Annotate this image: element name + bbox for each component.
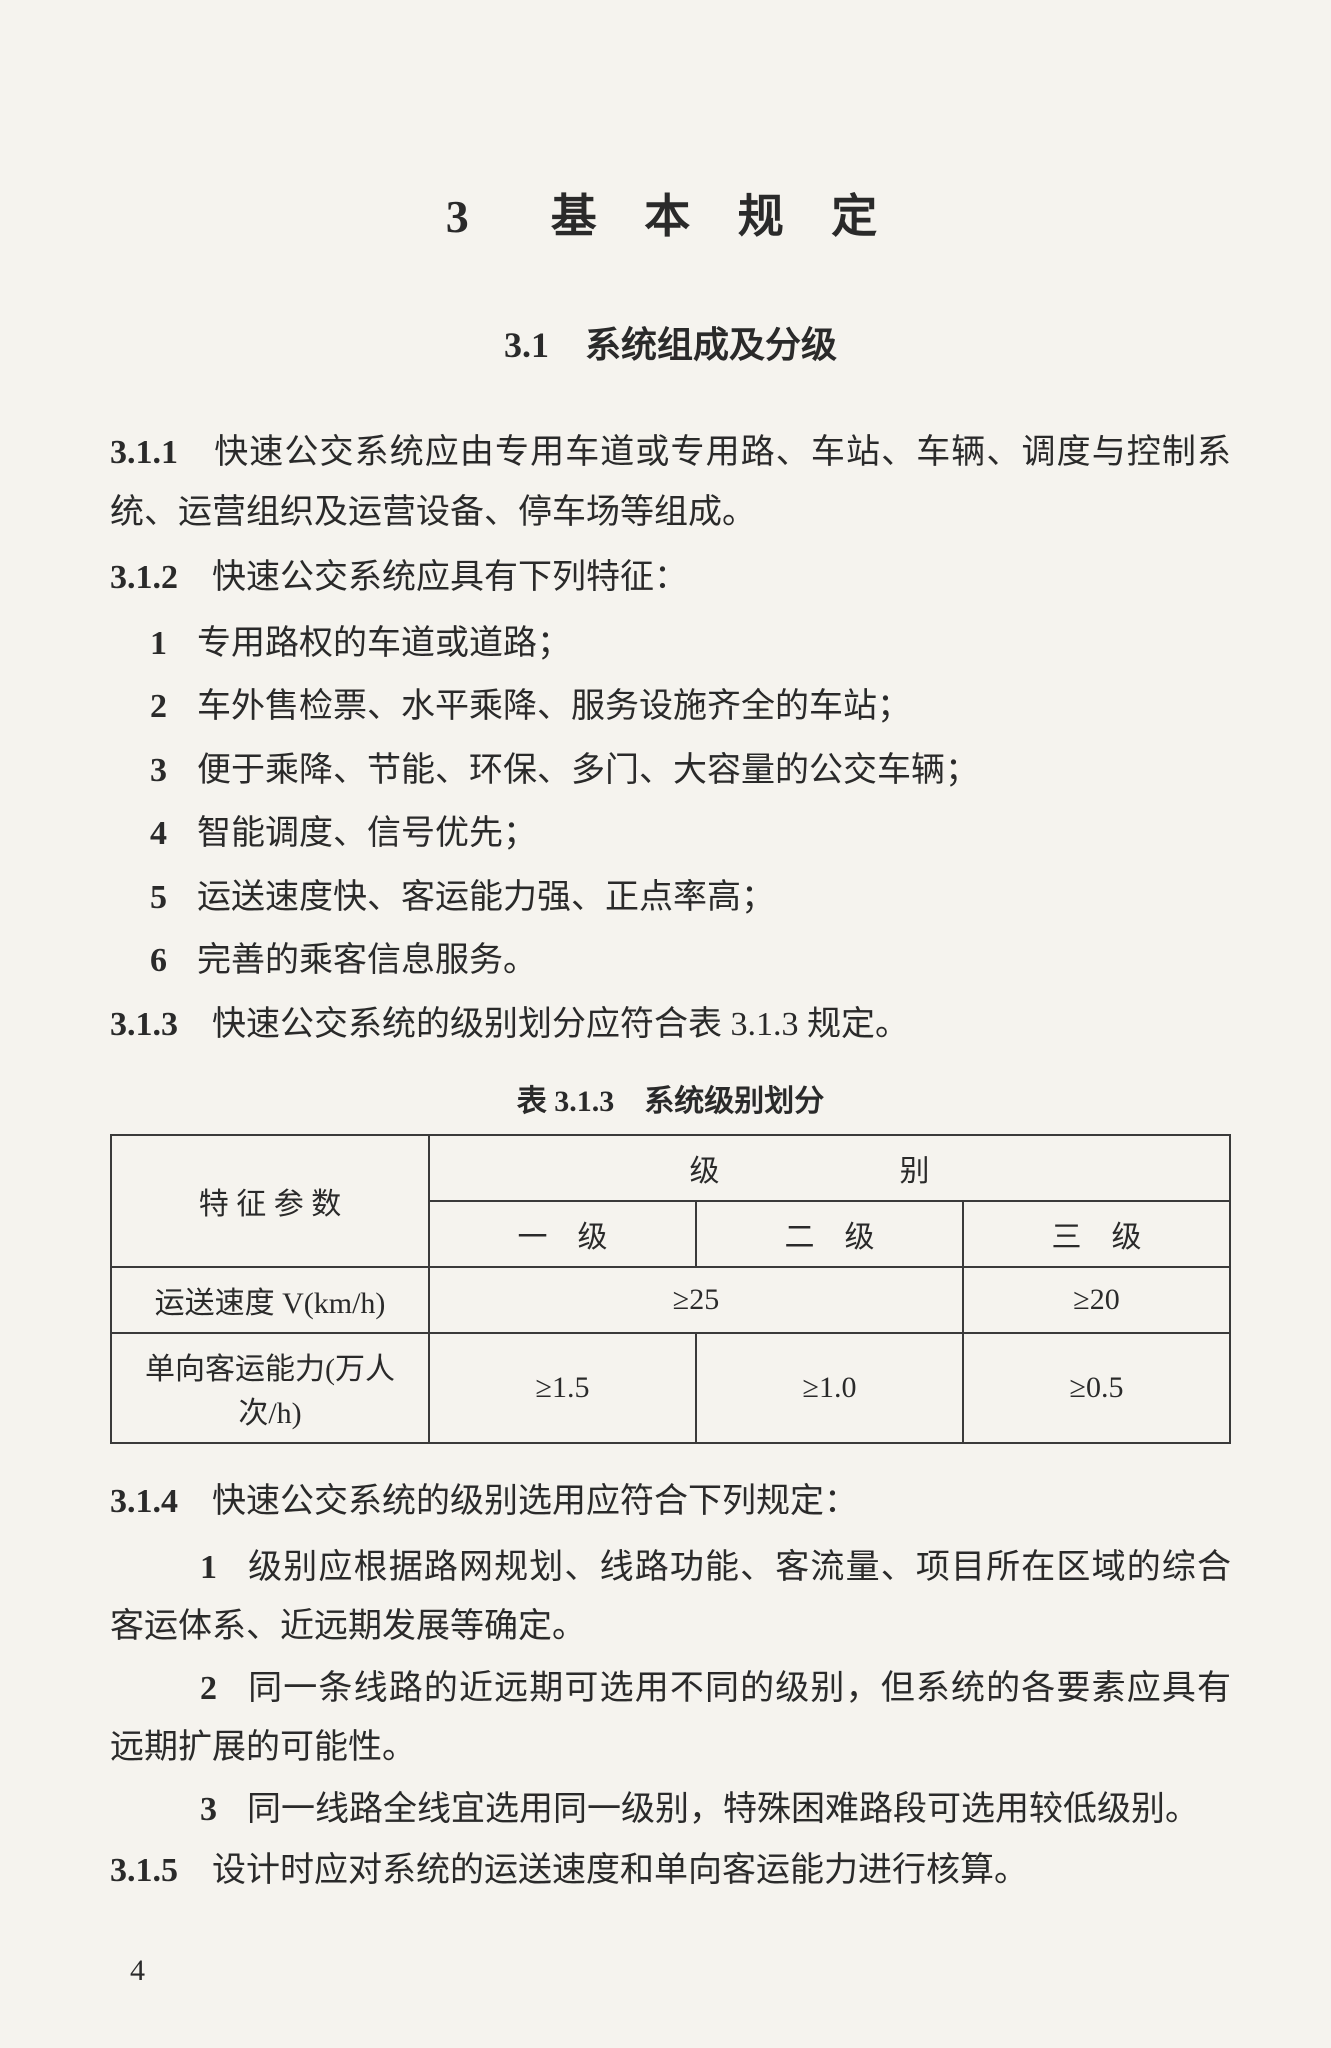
- section-title: 3.1 系统组成及分级: [110, 316, 1231, 368]
- list-item: 3同一线路全线宜选用同一级别，特殊困难路段可选用较低级别。: [110, 1780, 1231, 1840]
- item-text: 专用路权的车道或道路；: [197, 625, 571, 662]
- clause-3-1-3: 3.1.3 快速公交系统的级别划分应符合表 3.1.3 规定。: [110, 995, 1231, 1055]
- table-header-l2: 二 级: [696, 1201, 963, 1267]
- section-title-text: 系统组成及分级: [585, 325, 837, 365]
- table-title: 表 3.1.3 系统级别划分: [110, 1076, 1231, 1120]
- clause-number: 3.1.4: [110, 1483, 178, 1520]
- clause-text: 快速公交系统应由专用车道或专用路、车站、车辆、调度与控制系统、运营组织及运营设备…: [110, 434, 1231, 531]
- clause-number: 3.1.2: [110, 559, 178, 596]
- item-number: 1: [200, 1549, 247, 1586]
- clause-text: 快速公交系统应具有下列特征：: [212, 559, 688, 596]
- table-header-param: 特 征 参 数: [111, 1135, 429, 1267]
- list-item: 1专用路权的车道或道路；: [110, 614, 1231, 674]
- clause-text: 快速公交系统的级别划分应符合表 3.1.3 规定。: [212, 1006, 909, 1043]
- clause-3-1-4: 3.1.4 快速公交系统的级别选用应符合下列规定：: [110, 1472, 1231, 1532]
- table-cell: ≥1.5: [429, 1333, 696, 1443]
- item-number: 4: [150, 815, 197, 852]
- document-page: 3 基 本 规 定 3.1 系统组成及分级 3.1.1 快速公交系统应由专用车道…: [0, 0, 1331, 2048]
- table-cell: ≥20: [963, 1267, 1230, 1333]
- clause-3-1-5: 3.1.5 设计时应对系统的运送速度和单向客运能力进行核算。: [110, 1841, 1231, 1901]
- list-item: 1级别应根据路网规划、线路功能、客流量、项目所在区域的综合客运体系、近远期发展等…: [110, 1538, 1231, 1657]
- section-number: 3.1: [504, 325, 549, 365]
- item-number: 3: [150, 752, 197, 789]
- table-cell: 运送速度 V(km/h): [111, 1267, 429, 1333]
- item-number: 3: [200, 1791, 247, 1828]
- table-cell: 单向客运能力(万人次/h): [111, 1333, 429, 1443]
- item-number: 1: [150, 625, 197, 662]
- item-number: 5: [150, 879, 197, 916]
- item-text: 便于乘降、节能、环保、多门、大容量的公交车辆；: [197, 752, 979, 789]
- item-text: 级别应根据路网规划、线路功能、客流量、项目所在区域的综合客运体系、近远期发展等确…: [110, 1549, 1231, 1646]
- chapter-title-text: 基 本 规 定: [551, 191, 896, 242]
- item-text: 智能调度、信号优先；: [197, 815, 537, 852]
- item-number: 2: [200, 1670, 247, 1707]
- chapter-number: 3: [446, 191, 487, 242]
- list-item: 2同一条线路的近远期可选用不同的级别，但系统的各要素应具有远期扩展的可能性。: [110, 1659, 1231, 1778]
- list-item: 3便于乘降、节能、环保、多门、大容量的公交车辆；: [110, 741, 1231, 801]
- item-text: 车外售检票、水平乘降、服务设施齐全的车站；: [197, 688, 911, 725]
- table-header-l3: 三 级: [963, 1201, 1230, 1267]
- page-number: 4: [130, 1954, 145, 1988]
- clause-text: 快速公交系统的级别选用应符合下列规定：: [212, 1483, 858, 1520]
- list-item: 5运送速度快、客运能力强、正点率高；: [110, 868, 1231, 928]
- table-cell: ≥0.5: [963, 1333, 1230, 1443]
- item-text: 完善的乘客信息服务。: [197, 942, 537, 979]
- table-row: 特 征 参 数 级 别: [111, 1135, 1230, 1201]
- clause-number: 3.1.3: [110, 1006, 178, 1043]
- list-item: 6完善的乘客信息服务。: [110, 931, 1231, 991]
- table-cell: ≥1.0: [696, 1333, 963, 1443]
- item-number: 6: [150, 942, 197, 979]
- clause-3-1-2: 3.1.2 快速公交系统应具有下列特征：: [110, 548, 1231, 608]
- clause-3-1-1: 3.1.1 快速公交系统应由专用车道或专用路、车站、车辆、调度与控制系统、运营组…: [110, 423, 1231, 542]
- table-cell: ≥25: [429, 1267, 963, 1333]
- list-item: 4智能调度、信号优先；: [110, 804, 1231, 864]
- table-row: 单向客运能力(万人次/h) ≥1.5 ≥1.0 ≥0.5: [111, 1333, 1230, 1443]
- item-text: 同一条线路的近远期可选用不同的级别，但系统的各要素应具有远期扩展的可能性。: [110, 1670, 1231, 1767]
- table-header-level: 级 别: [429, 1135, 1230, 1201]
- clause-text: 设计时应对系统的运送速度和单向客运能力进行核算。: [212, 1852, 1028, 1889]
- clause-number: 3.1.5: [110, 1852, 178, 1889]
- chapter-title: 3 基 本 规 定: [110, 180, 1231, 246]
- item-text: 同一线路全线宜选用同一级别，特殊困难路段可选用较低级别。: [247, 1791, 1199, 1828]
- item-text: 运送速度快、客运能力强、正点率高；: [197, 879, 775, 916]
- table-row: 运送速度 V(km/h) ≥25 ≥20: [111, 1267, 1230, 1333]
- item-number: 2: [150, 688, 197, 725]
- list-item: 2车外售检票、水平乘降、服务设施齐全的车站；: [110, 677, 1231, 737]
- classification-table: 特 征 参 数 级 别 一 级 二 级 三 级 运送速度 V(km/h) ≥25…: [110, 1134, 1231, 1444]
- table-header-l1: 一 级: [429, 1201, 696, 1267]
- clause-number: 3.1.1: [110, 434, 178, 471]
